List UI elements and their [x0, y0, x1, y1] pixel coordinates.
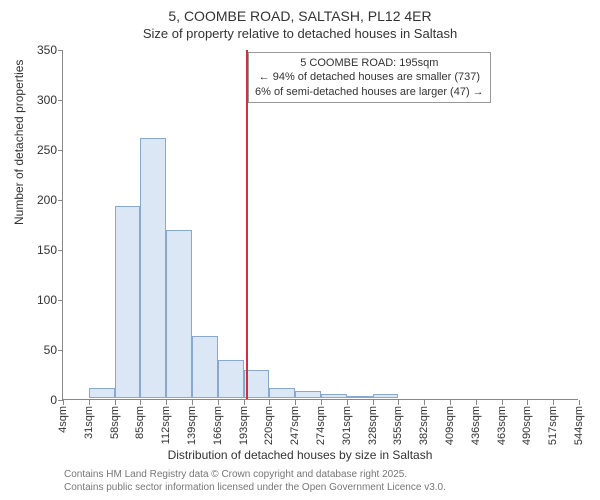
x-tick-label: 85sqm: [134, 406, 146, 439]
y-tick-label: 350: [23, 43, 57, 57]
annotation-line: 6% of semi-detached houses are larger (4…: [255, 85, 484, 99]
y-tick-label: 100: [23, 293, 57, 307]
x-tick-label: 463sqm: [496, 406, 508, 445]
y-tick-label: 250: [23, 143, 57, 157]
x-tick-mark: [424, 400, 425, 405]
x-tick-mark: [115, 400, 116, 405]
y-tick-label: 150: [23, 243, 57, 257]
x-tick-label: 517sqm: [547, 406, 559, 445]
x-tick-label: 274sqm: [315, 406, 327, 445]
x-tick-label: 31sqm: [83, 406, 95, 439]
x-tick-mark: [244, 400, 245, 405]
x-tick-label: 544sqm: [573, 406, 585, 445]
y-tick-label: 0: [23, 393, 57, 407]
x-tick-mark: [166, 400, 167, 405]
annotation-box: 5 COOMBE ROAD: 195sqm← 94% of detached h…: [248, 52, 491, 103]
x-tick-mark: [140, 400, 141, 405]
chart-title-block: 5, COOMBE ROAD, SALTASH, PL12 4ER Size o…: [0, 0, 600, 41]
histogram-bar: [89, 388, 115, 398]
histogram-bar: [347, 396, 373, 398]
y-tick-label: 50: [23, 343, 57, 357]
annotation-line: ← 94% of detached houses are smaller (73…: [255, 70, 484, 84]
x-tick-mark: [579, 400, 580, 405]
footer-line1: Contains HM Land Registry data © Crown c…: [64, 469, 446, 482]
histogram-bar: [192, 336, 218, 398]
plot-area: 0501001502002503003504sqm31sqm58sqm85sqm…: [62, 50, 578, 400]
x-tick-label: 112sqm: [160, 406, 172, 444]
x-tick-mark: [502, 400, 503, 405]
x-tick-mark: [321, 400, 322, 405]
y-tick-mark: [58, 300, 63, 301]
x-tick-mark: [476, 400, 477, 405]
x-tick-label: 58sqm: [109, 406, 121, 439]
annotation-line: 5 COOMBE ROAD: 195sqm: [255, 56, 484, 70]
histogram-bar: [321, 394, 347, 398]
title-main: 5, COOMBE ROAD, SALTASH, PL12 4ER: [0, 8, 600, 24]
x-tick-label: 4sqm: [57, 406, 69, 433]
x-tick-mark: [192, 400, 193, 405]
x-tick-label: 490sqm: [521, 406, 533, 445]
x-tick-mark: [398, 400, 399, 405]
histogram-bar: [166, 230, 192, 398]
x-tick-label: 220sqm: [263, 406, 275, 445]
x-tick-mark: [373, 400, 374, 405]
histogram-bar: [218, 360, 244, 398]
y-tick-label: 300: [23, 93, 57, 107]
x-tick-label: 247sqm: [289, 406, 301, 445]
histogram-bar: [295, 391, 321, 398]
x-tick-label: 382sqm: [418, 406, 430, 445]
x-tick-label: 409sqm: [444, 406, 456, 445]
x-tick-label: 436sqm: [470, 406, 482, 445]
x-tick-mark: [89, 400, 90, 405]
y-tick-mark: [58, 350, 63, 351]
x-tick-mark: [347, 400, 348, 405]
histogram-bar: [115, 206, 141, 398]
y-tick-mark: [58, 200, 63, 201]
y-tick-mark: [58, 150, 63, 151]
x-tick-mark: [450, 400, 451, 405]
x-tick-mark: [63, 400, 64, 405]
x-tick-label: 193sqm: [238, 406, 250, 445]
x-tick-mark: [269, 400, 270, 405]
y-tick-mark: [58, 250, 63, 251]
y-tick-mark: [58, 100, 63, 101]
x-tick-label: 301sqm: [341, 406, 353, 445]
x-tick-label: 166sqm: [212, 406, 224, 445]
x-tick-label: 328sqm: [367, 406, 379, 445]
x-tick-mark: [295, 400, 296, 405]
histogram-bar: [140, 138, 166, 398]
y-tick-label: 200: [23, 193, 57, 207]
x-tick-mark: [218, 400, 219, 405]
x-tick-mark: [527, 400, 528, 405]
x-axis-label: Distribution of detached houses by size …: [0, 448, 600, 462]
title-sub: Size of property relative to detached ho…: [0, 26, 600, 41]
x-tick-mark: [553, 400, 554, 405]
x-tick-label: 139sqm: [186, 406, 198, 445]
footer-attribution: Contains HM Land Registry data © Crown c…: [64, 469, 446, 494]
histogram-bar: [373, 394, 399, 398]
chart-area: 0501001502002503003504sqm31sqm58sqm85sqm…: [62, 50, 578, 400]
histogram-bar: [269, 388, 295, 398]
y-tick-mark: [58, 50, 63, 51]
x-tick-label: 355sqm: [392, 406, 404, 445]
footer-line2: Contains public sector information licen…: [64, 482, 446, 495]
